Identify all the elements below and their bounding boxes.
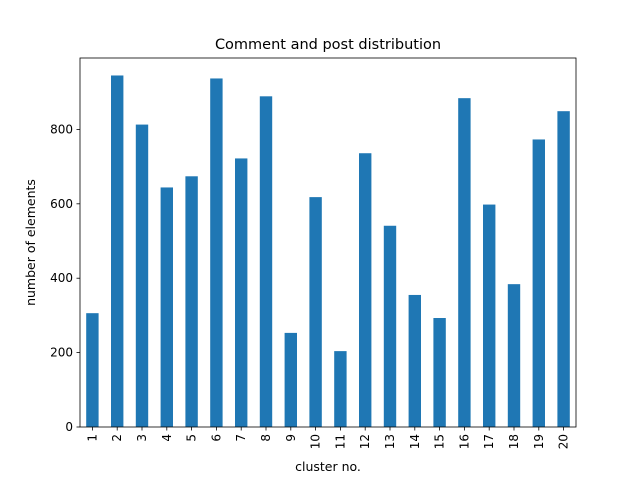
bar-cluster-2: [111, 75, 124, 427]
bar-cluster-4: [160, 187, 173, 427]
bar-cluster-10: [309, 197, 322, 427]
y-tick-label: 200: [50, 346, 73, 360]
chart-title: Comment and post distribution: [215, 37, 441, 53]
x-tick-label: 20: [557, 434, 571, 449]
bar-cluster-15: [433, 318, 446, 427]
bar-cluster-14: [408, 294, 421, 427]
y-tick-label: 800: [50, 122, 73, 136]
bar-cluster-3: [135, 124, 149, 427]
y-tick-label: 400: [50, 271, 73, 285]
bar-cluster-20: [557, 111, 570, 427]
x-tick-label: 13: [383, 434, 397, 449]
y-tick-label: 600: [50, 197, 73, 211]
x-tick-label: 5: [185, 434, 199, 442]
bar-cluster-8: [259, 96, 273, 427]
x-tick-label: 9: [284, 434, 298, 442]
x-tick-label: 6: [209, 434, 223, 442]
x-tick-label: 14: [408, 434, 422, 449]
bar-cluster-5: [185, 176, 198, 427]
x-tick-label: 19: [532, 434, 546, 449]
x-tick-label: 1: [85, 434, 99, 442]
bar-cluster-1: [86, 313, 99, 427]
bar-cluster-18: [507, 284, 521, 427]
bar-cluster-11: [334, 351, 347, 427]
x-tick-label: 8: [259, 434, 273, 442]
x-tick-label: 15: [433, 434, 447, 449]
plot-frame: [79, 57, 577, 428]
x-tick-label: 12: [358, 434, 372, 449]
y-tick-label: 0: [65, 420, 73, 434]
bar-cluster-16: [458, 98, 471, 428]
bars-group: [86, 75, 570, 428]
x-tick-label: 2: [110, 434, 124, 442]
x-tick-label: 4: [160, 434, 174, 442]
bar-cluster-7: [235, 158, 248, 427]
x-tick-label: 18: [507, 434, 521, 449]
bar-cluster-13: [383, 225, 397, 427]
x-axis-ticks: 1 2 3 4 5 6 7 8 9 10 11 12 13 14 15 16 17 18 19 20: [85, 427, 571, 449]
y-axis-ticks: 0 200 400 600 800: [50, 122, 80, 434]
bar-cluster-17: [483, 204, 496, 427]
bar-cluster-9: [284, 332, 297, 427]
x-tick-label: 11: [333, 434, 347, 449]
x-tick-label: 7: [234, 434, 248, 442]
x-tick-label: 17: [482, 434, 496, 449]
x-tick-label: 10: [309, 434, 323, 449]
bar-cluster-6: [210, 78, 223, 428]
y-axis-label: number of elements: [23, 179, 38, 306]
x-tick-label: 3: [135, 434, 149, 442]
bar-cluster-12: [359, 153, 372, 428]
x-axis-label: cluster no.: [295, 459, 361, 474]
x-tick-label: 16: [457, 434, 471, 449]
bar-cluster-19: [532, 139, 545, 427]
